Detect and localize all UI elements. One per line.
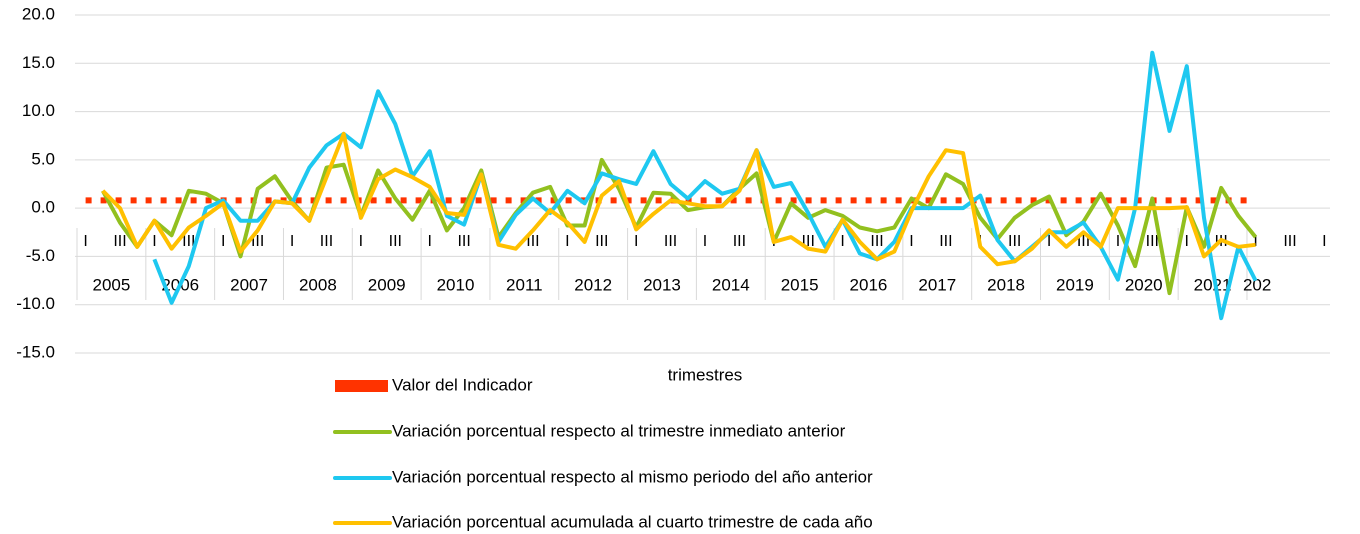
x-tick-label: I [1116,233,1120,250]
x-tick-label: III [389,233,402,250]
group-label: 2019 [1056,275,1094,294]
y-tick-label: 0.0 [31,198,55,217]
legend-label: Valor del Indicador [392,375,533,394]
y-tick-label: 10.0 [22,101,55,120]
group-label: 2014 [712,275,750,294]
x-tick-label: I [359,233,363,250]
x-tick-label: I [1322,233,1326,250]
group-label: 2009 [368,275,406,294]
x-tick-label: III [939,233,952,250]
series-line [101,157,1258,296]
group-label: 2010 [437,275,475,294]
series-line [101,131,1256,267]
x-tick-label: III [1283,233,1296,250]
x-tick-label: III [457,233,470,250]
x-tick-label: III [595,233,608,250]
x-tick-label: I [634,233,638,250]
y-tick-label: -10.0 [16,294,55,313]
x-tick-label: I [565,233,569,250]
x-tick-label: I [221,233,225,250]
x-tick-label: III [664,233,677,250]
group-label: 2013 [643,275,681,294]
y-tick-label: -15.0 [16,342,55,361]
x-tick-label: III [526,233,539,250]
legend-swatch [335,380,388,392]
x-tick-label: III [1146,233,1159,250]
x-tick-label: III [733,233,746,250]
x-tick-label: I [152,233,156,250]
x-tick-label: III [182,233,195,250]
group-label: 2016 [850,275,888,294]
y-tick-label: 5.0 [31,149,55,168]
group-label: 202 [1243,275,1271,294]
x-tick-label: I [83,233,87,250]
y-tick-label: 20.0 [22,4,55,23]
legend-label: Variación porcentual acumulada al cuarto… [392,512,873,531]
x-tick-label: I [1185,233,1189,250]
x-tick-label: I [290,233,294,250]
group-label: 2005 [92,275,130,294]
group-label: 2007 [230,275,268,294]
legend-label: Variación porcentual respecto al mismo p… [392,467,873,486]
x-tick-label: III [870,233,883,250]
series-line [152,50,1258,321]
x-tick-label: I [1253,233,1257,250]
group-label: 2015 [781,275,819,294]
legend-label: Variación porcentual respecto al trimest… [392,421,846,440]
group-label: 2018 [987,275,1025,294]
x-tick-label: I [840,233,844,250]
x-tick-label: I [427,233,431,250]
x-tick-label: I [703,233,707,250]
x-axis-title: trimestres [668,365,743,384]
group-label: 2017 [918,275,956,294]
x-tick-label: I [909,233,913,250]
x-tick-label: III [320,233,333,250]
x-tick-label: III [1008,233,1021,250]
x-tick-label: III [113,233,126,250]
group-label: 2020 [1125,275,1163,294]
y-tick-label: 15.0 [22,53,55,72]
group-label: 2008 [299,275,337,294]
x-tick-label: I [1047,233,1051,250]
y-tick-label: -5.0 [26,246,55,265]
group-label: 2012 [574,275,612,294]
group-label: 2021 [1194,275,1232,294]
group-label: 2011 [506,275,543,294]
